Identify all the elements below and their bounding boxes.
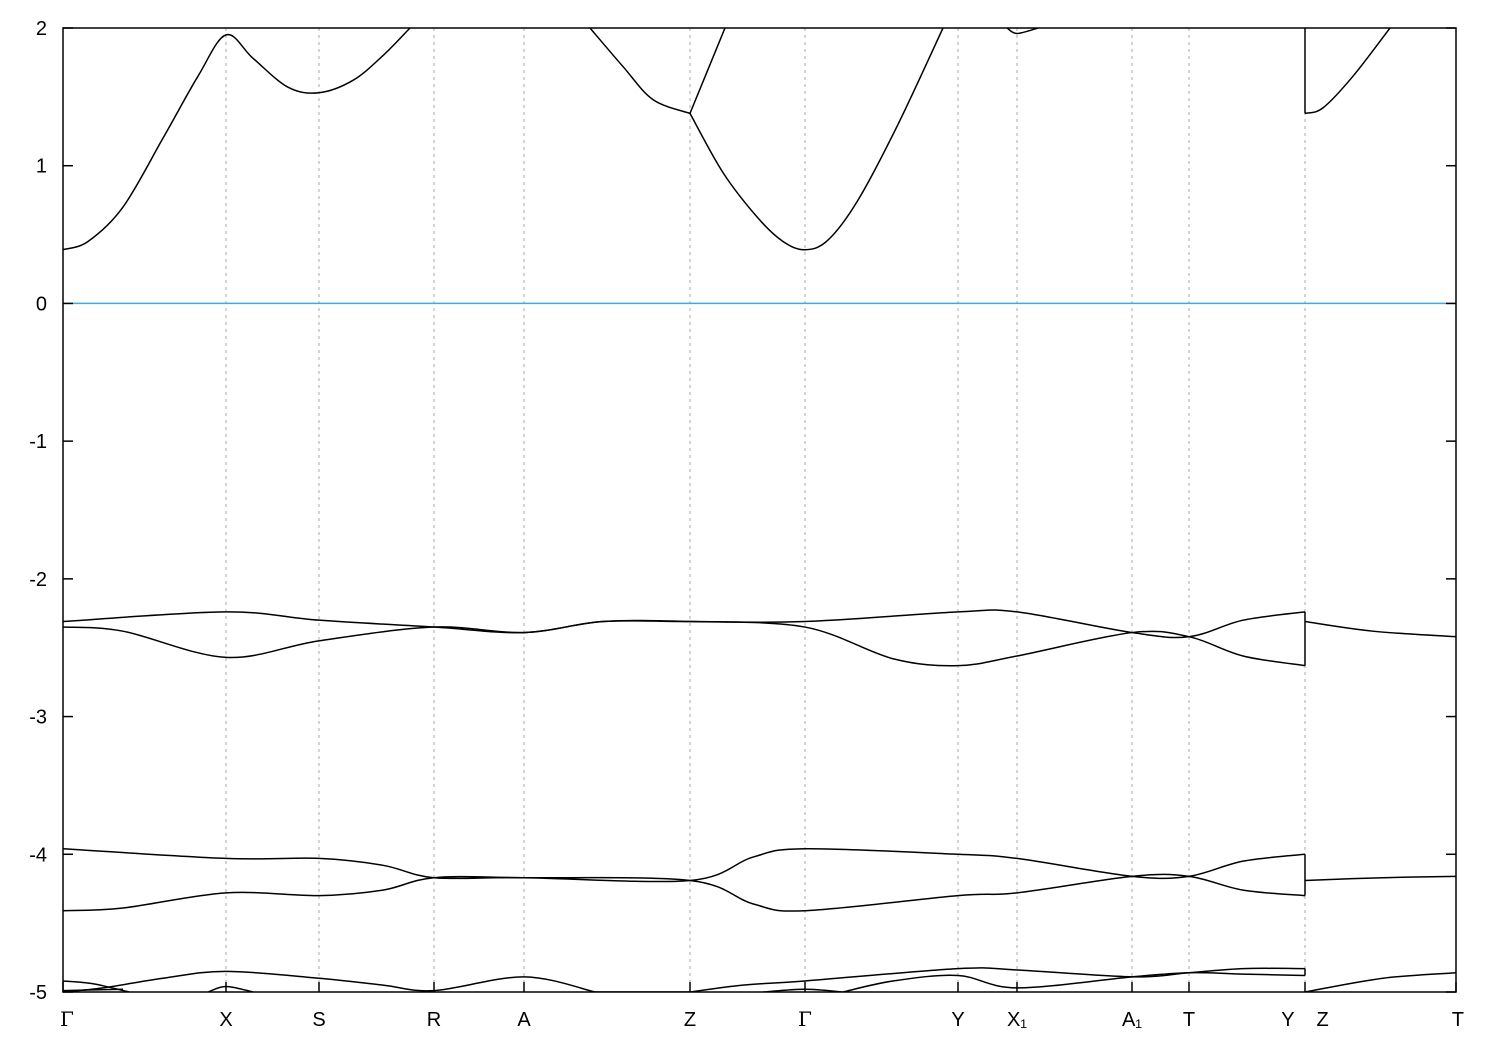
x-tick-label: T bbox=[1183, 1009, 1195, 1031]
x-tick-label: Γ bbox=[60, 1007, 74, 1031]
x-tick-label: X₁ bbox=[1007, 1009, 1027, 1031]
y-tick-label: 2 bbox=[36, 18, 47, 40]
x-tick-label: R bbox=[427, 1009, 441, 1031]
bands-layer bbox=[63, 28, 1456, 992]
band-line bbox=[689, 28, 944, 251]
y-tick-label: 0 bbox=[36, 293, 47, 315]
band-line bbox=[1006, 28, 1039, 35]
band-line bbox=[63, 848, 1306, 883]
band-line bbox=[207, 985, 254, 992]
y-tick-label: -3 bbox=[29, 707, 47, 729]
x-axis: Γ X S R A Z Γ Y X₁ A₁ T Y Z T bbox=[60, 982, 1464, 1031]
x-tick-label: Γ bbox=[798, 1007, 812, 1031]
y-tick-label: -4 bbox=[29, 844, 47, 866]
x-tick-label: A bbox=[517, 1009, 531, 1031]
band-line bbox=[1304, 875, 1456, 882]
band-line bbox=[589, 28, 691, 115]
band-line bbox=[63, 619, 1306, 667]
y-tick-label: -2 bbox=[29, 569, 47, 591]
x-tick-label: X bbox=[219, 1009, 232, 1031]
grid-lines bbox=[225, 28, 1306, 992]
y-axis: 2 1 0 -1 -2 -3 -4 -5 bbox=[29, 18, 1456, 1004]
x-tick-label: Y Z bbox=[1281, 1009, 1328, 1031]
x-tick-label: Y bbox=[951, 1009, 964, 1031]
x-tick-label: T bbox=[1452, 1009, 1464, 1031]
band-line bbox=[63, 609, 1306, 639]
y-tick-label: -1 bbox=[29, 431, 47, 453]
band-line bbox=[1304, 28, 1391, 115]
y-tick-label: -5 bbox=[29, 982, 47, 1004]
plot-frame bbox=[62, 27, 1457, 993]
x-tick-label: A₁ bbox=[1122, 1009, 1142, 1031]
x-tick-label: Z bbox=[684, 1009, 696, 1031]
band-line bbox=[1304, 971, 1456, 992]
band-line bbox=[63, 970, 596, 992]
y-tick-label: 1 bbox=[36, 156, 47, 178]
band-line bbox=[842, 971, 1306, 992]
band-line bbox=[689, 28, 726, 114]
x-tick-label: S bbox=[312, 1009, 325, 1031]
band-line bbox=[63, 28, 411, 251]
band-line bbox=[63, 988, 124, 992]
band-line bbox=[1304, 620, 1456, 638]
band-line bbox=[689, 967, 1306, 992]
band-line bbox=[63, 873, 1306, 912]
